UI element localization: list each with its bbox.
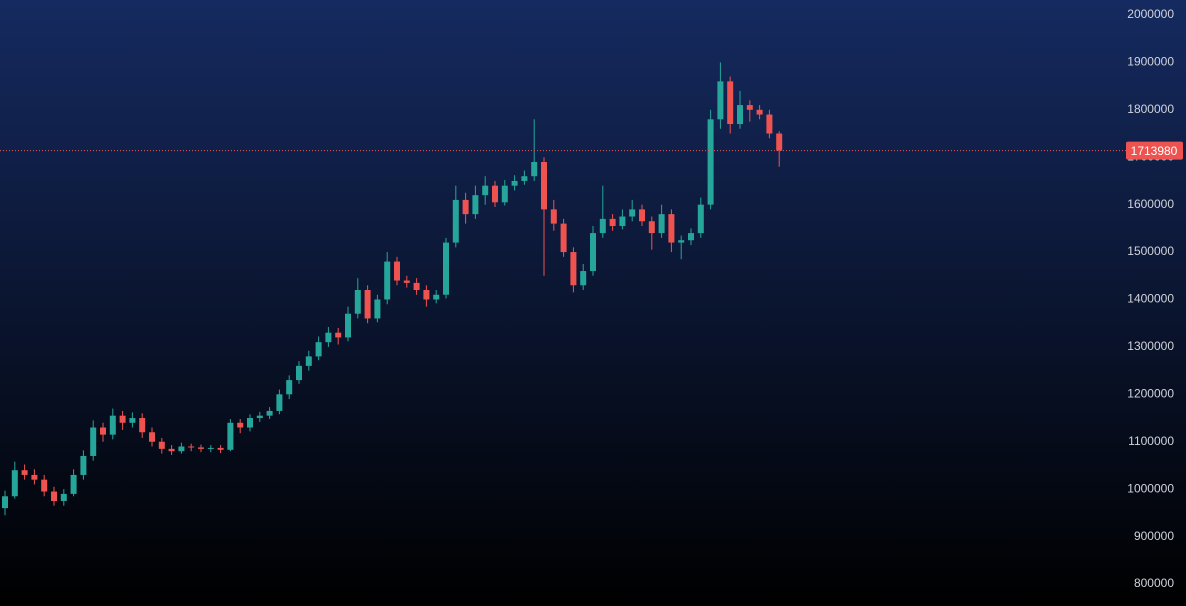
candle-body — [727, 81, 734, 125]
candle-body — [149, 432, 155, 442]
candle-body — [31, 474, 38, 480]
candle-body — [648, 221, 655, 234]
candle-body — [756, 109, 763, 115]
candle-body — [688, 233, 694, 241]
candle-body — [639, 209, 645, 222]
candle-body — [41, 479, 48, 492]
candle-body — [443, 242, 449, 295]
candle-body — [51, 491, 57, 502]
candle-body — [325, 332, 332, 343]
candle-body — [100, 427, 106, 435]
candle-body — [296, 365, 302, 381]
candle-body — [266, 410, 273, 416]
y-tick-label: 1100000 — [1128, 434, 1174, 448]
candle-body — [766, 114, 773, 134]
candle-body — [501, 185, 508, 203]
y-tick-label: 900000 — [1134, 529, 1174, 543]
candle-body — [472, 195, 479, 215]
candle-body — [609, 218, 616, 226]
candle-body — [2, 496, 8, 509]
candle-body — [276, 394, 283, 411]
y-tick-label: 1500000 — [1127, 244, 1174, 258]
candle-body — [139, 418, 146, 433]
last-price-label: 1713980 — [1131, 144, 1178, 158]
y-tick-label: 1900000 — [1127, 55, 1174, 69]
candle-body — [305, 356, 312, 366]
candle-body — [462, 199, 469, 215]
y-tick-label: 2000000 — [1127, 7, 1174, 21]
y-tick-label: 1400000 — [1127, 292, 1174, 306]
candle-body — [403, 280, 410, 283]
candle-body — [178, 446, 185, 452]
candle-body — [80, 455, 87, 475]
candle-body — [550, 209, 557, 224]
y-tick-label: 1300000 — [1127, 339, 1174, 353]
candle-body — [511, 180, 518, 186]
candle-body — [158, 441, 165, 449]
candle-body — [433, 294, 440, 300]
candle-body — [492, 185, 498, 203]
candle-body — [237, 422, 244, 428]
candle-body — [394, 261, 400, 281]
candle-body — [521, 176, 528, 181]
candle-body — [482, 185, 489, 196]
candle-body — [707, 119, 714, 205]
candle-body — [619, 216, 626, 226]
candle-body — [256, 415, 263, 419]
candle-body — [21, 470, 28, 475]
candle-body — [678, 240, 685, 243]
candle-body — [697, 204, 704, 234]
y-tick-label: 1200000 — [1127, 386, 1174, 400]
candle-body — [227, 422, 234, 450]
candle-body — [247, 418, 253, 428]
candle-body — [11, 470, 18, 497]
candle-body — [413, 282, 420, 291]
candle-body — [629, 209, 636, 217]
candle-body — [384, 261, 391, 300]
candle-body — [60, 493, 67, 502]
candle-body — [590, 233, 596, 272]
candle-body — [315, 342, 322, 357]
candle-body — [188, 446, 195, 448]
candle-body — [717, 81, 724, 120]
last-price-box — [1126, 141, 1183, 160]
candle-body — [541, 161, 547, 210]
candle-body — [737, 105, 743, 125]
candle-body — [599, 218, 606, 234]
y-tick-label: 800000 — [1134, 576, 1174, 590]
candle-body — [119, 415, 126, 423]
y-tick-label: 1800000 — [1127, 102, 1174, 116]
candle-body — [198, 447, 204, 449]
candle-body — [560, 223, 567, 253]
candle-body — [109, 415, 116, 435]
candle-body — [423, 290, 430, 300]
candle-body — [90, 427, 97, 456]
candle-body — [374, 299, 381, 319]
candle-body — [570, 252, 577, 286]
candle-body — [668, 214, 675, 243]
candle-body — [452, 199, 459, 243]
candle-body — [70, 474, 77, 494]
candle-body — [286, 380, 293, 395]
candle-body — [746, 105, 753, 110]
candle-body — [129, 418, 136, 423]
candle-body — [776, 133, 783, 151]
candle-body — [168, 448, 175, 452]
y-tick-label: 1600000 — [1127, 197, 1174, 211]
y-tick-label: 1000000 — [1127, 481, 1174, 495]
candle-body — [207, 447, 214, 449]
candle-body — [335, 332, 342, 338]
candle-body — [345, 313, 351, 338]
candle-body — [364, 290, 371, 319]
candle-body — [354, 290, 361, 314]
candle-body — [658, 214, 665, 234]
candle-body — [217, 447, 224, 450]
candle-body — [531, 161, 538, 177]
candle-body — [580, 271, 587, 286]
